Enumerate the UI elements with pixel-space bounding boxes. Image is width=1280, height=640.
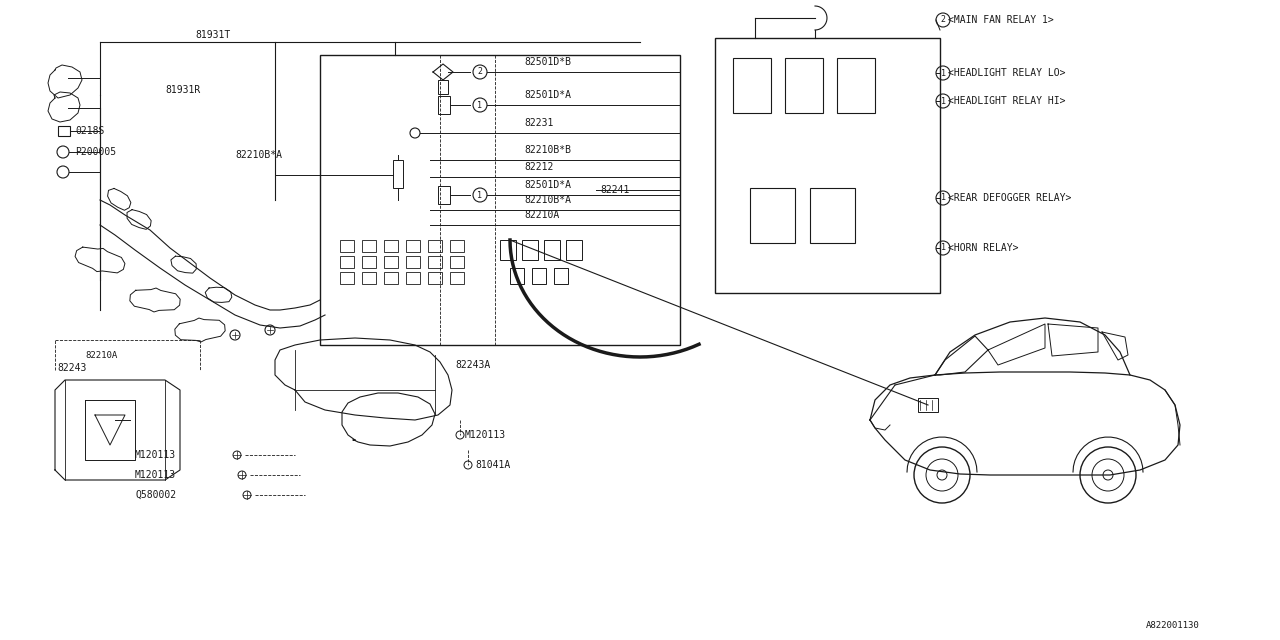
Bar <box>554 268 568 284</box>
Text: 82231: 82231 <box>524 118 553 128</box>
Bar <box>384 272 398 284</box>
Bar <box>451 256 465 268</box>
Text: 82241: 82241 <box>600 185 630 195</box>
Bar <box>406 240 420 252</box>
Bar <box>384 240 398 252</box>
Bar <box>393 160 403 188</box>
Bar <box>406 272 420 284</box>
Bar <box>522 240 538 260</box>
Bar <box>320 55 680 345</box>
Text: 2: 2 <box>477 67 483 77</box>
Text: M120113: M120113 <box>134 450 177 460</box>
Text: 82210B*A: 82210B*A <box>524 195 571 205</box>
Bar <box>438 80 448 94</box>
Bar <box>750 188 795 243</box>
Text: 81041A: 81041A <box>475 460 511 470</box>
Bar <box>544 240 561 260</box>
Text: 2: 2 <box>941 15 946 24</box>
Text: 81931T: 81931T <box>195 30 230 40</box>
Text: 1: 1 <box>941 97 946 106</box>
Text: 0218S: 0218S <box>76 126 105 136</box>
Bar <box>428 240 442 252</box>
Bar <box>500 240 516 260</box>
Text: 82210B*A: 82210B*A <box>236 150 282 160</box>
Text: Q580002: Q580002 <box>134 490 177 500</box>
Text: 82501D*A: 82501D*A <box>524 180 571 190</box>
Text: <HORN RELAY>: <HORN RELAY> <box>948 243 1019 253</box>
Text: 1: 1 <box>941 193 946 202</box>
Text: <HEADLIGHT RELAY HI>: <HEADLIGHT RELAY HI> <box>948 96 1065 106</box>
Text: <REAR DEFOGGER RELAY>: <REAR DEFOGGER RELAY> <box>948 193 1071 203</box>
Bar <box>362 240 376 252</box>
Text: 82210A: 82210A <box>84 351 118 360</box>
Bar <box>509 268 524 284</box>
Bar <box>733 58 771 113</box>
Text: A822001130: A822001130 <box>1147 621 1201 630</box>
Text: <MAIN FAN RELAY 1>: <MAIN FAN RELAY 1> <box>948 15 1053 25</box>
Bar <box>451 240 465 252</box>
Bar <box>428 256 442 268</box>
Text: 1: 1 <box>477 191 483 200</box>
Text: M120113: M120113 <box>465 430 506 440</box>
Text: 82501D*A: 82501D*A <box>524 90 571 100</box>
Text: 81931R: 81931R <box>165 85 200 95</box>
Text: 82243A: 82243A <box>454 360 490 370</box>
Text: 1: 1 <box>941 243 946 253</box>
Bar <box>810 188 855 243</box>
Bar <box>438 96 451 114</box>
Bar <box>532 268 547 284</box>
Text: 82210B*B: 82210B*B <box>524 145 571 155</box>
Text: 82210A: 82210A <box>524 210 559 220</box>
Bar <box>785 58 823 113</box>
Bar <box>918 398 938 412</box>
Bar <box>428 272 442 284</box>
Bar <box>58 126 70 136</box>
Bar <box>406 256 420 268</box>
Text: 1: 1 <box>941 68 946 77</box>
Text: <HEADLIGHT RELAY LO>: <HEADLIGHT RELAY LO> <box>948 68 1065 78</box>
Bar <box>340 240 355 252</box>
Bar <box>362 256 376 268</box>
Bar <box>384 256 398 268</box>
Bar <box>716 38 940 293</box>
Text: 82243: 82243 <box>58 363 86 373</box>
Bar <box>340 256 355 268</box>
Bar <box>566 240 582 260</box>
Text: M120113: M120113 <box>134 470 177 480</box>
Text: P200005: P200005 <box>76 147 116 157</box>
Text: 1: 1 <box>477 100 483 109</box>
Bar <box>451 272 465 284</box>
Text: 82212: 82212 <box>524 162 553 172</box>
Bar <box>438 186 451 204</box>
Bar <box>837 58 876 113</box>
Bar <box>340 272 355 284</box>
Bar <box>362 272 376 284</box>
Text: 82501D*B: 82501D*B <box>524 57 571 67</box>
